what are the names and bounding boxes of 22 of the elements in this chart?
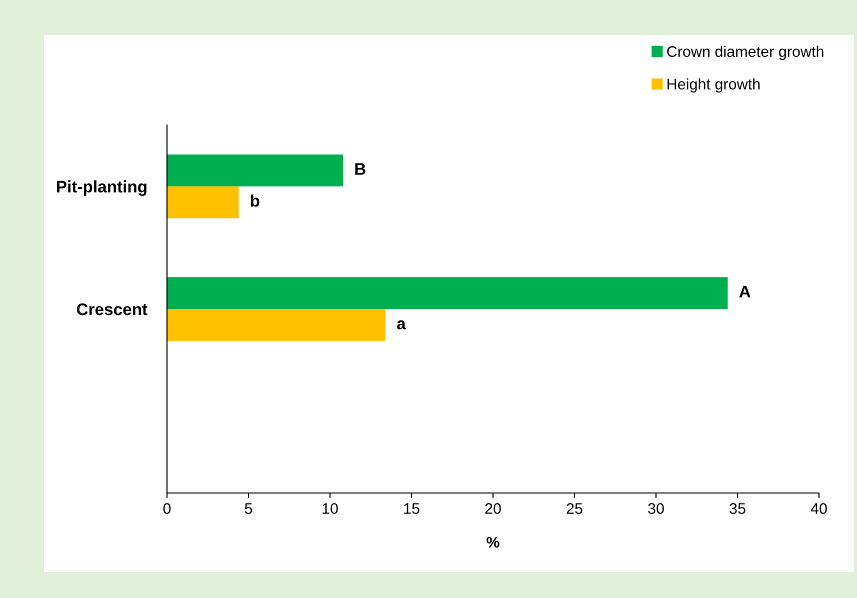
bar — [167, 309, 386, 341]
legend-label: Height growth — [668, 78, 760, 93]
annotation: B — [355, 163, 366, 175]
bar — [167, 186, 239, 218]
x-tick-label: 40 — [810, 503, 827, 514]
x-axis-title: % — [486, 536, 500, 548]
x-tick-label: 0 — [163, 503, 171, 514]
annotation: a — [397, 320, 406, 330]
legend-label: Crown diameter growth — [667, 46, 824, 60]
annotation: A — [739, 286, 750, 298]
x-tick-label: 25 — [566, 503, 582, 514]
x-tick-label: 10 — [322, 503, 338, 514]
y-tick-label: Crescent — [76, 303, 148, 316]
x-tick-label: 30 — [648, 503, 664, 514]
annotation: b — [250, 194, 260, 207]
x-tick-label: 20 — [485, 503, 501, 514]
y-tick-label: Pit-planting — [57, 180, 146, 196]
bar — [167, 277, 728, 309]
x-tick-label: 5 — [244, 503, 252, 514]
bar — [167, 154, 344, 186]
x-tick-label: 15 — [404, 503, 420, 514]
x-tick-label: 35 — [730, 503, 746, 514]
